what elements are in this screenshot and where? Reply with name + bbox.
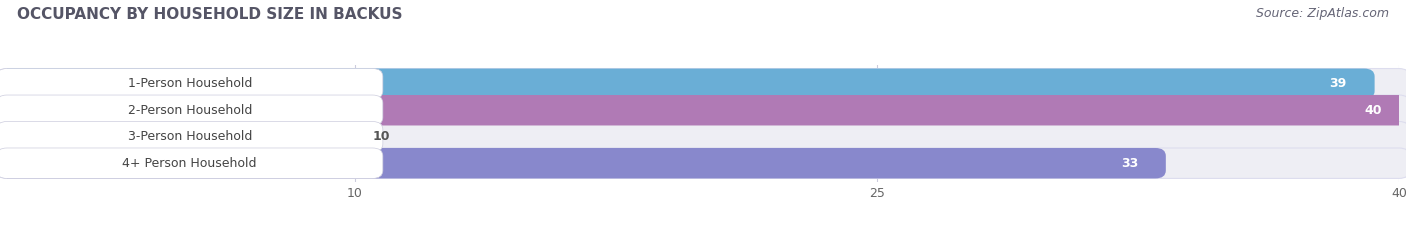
FancyBboxPatch shape (0, 95, 1406, 126)
FancyBboxPatch shape (0, 69, 382, 99)
Text: 1-Person Household: 1-Person Household (128, 77, 252, 90)
FancyBboxPatch shape (0, 95, 382, 126)
FancyBboxPatch shape (0, 95, 1406, 126)
FancyBboxPatch shape (0, 148, 1166, 178)
FancyBboxPatch shape (0, 121, 366, 152)
FancyBboxPatch shape (0, 148, 1406, 178)
Text: 3-Person Household: 3-Person Household (128, 130, 252, 143)
Text: 4+ Person Household: 4+ Person Household (122, 157, 257, 170)
Text: OCCUPANCY BY HOUSEHOLD SIZE IN BACKUS: OCCUPANCY BY HOUSEHOLD SIZE IN BACKUS (17, 7, 402, 22)
FancyBboxPatch shape (0, 121, 1406, 152)
FancyBboxPatch shape (0, 69, 1375, 99)
FancyBboxPatch shape (0, 121, 382, 152)
Text: 33: 33 (1121, 157, 1137, 170)
Text: 10: 10 (373, 130, 389, 143)
FancyBboxPatch shape (0, 69, 1406, 99)
Text: Source: ZipAtlas.com: Source: ZipAtlas.com (1256, 7, 1389, 20)
Text: 39: 39 (1330, 77, 1347, 90)
Text: 40: 40 (1364, 104, 1382, 117)
FancyBboxPatch shape (0, 148, 382, 178)
Text: 2-Person Household: 2-Person Household (128, 104, 252, 117)
